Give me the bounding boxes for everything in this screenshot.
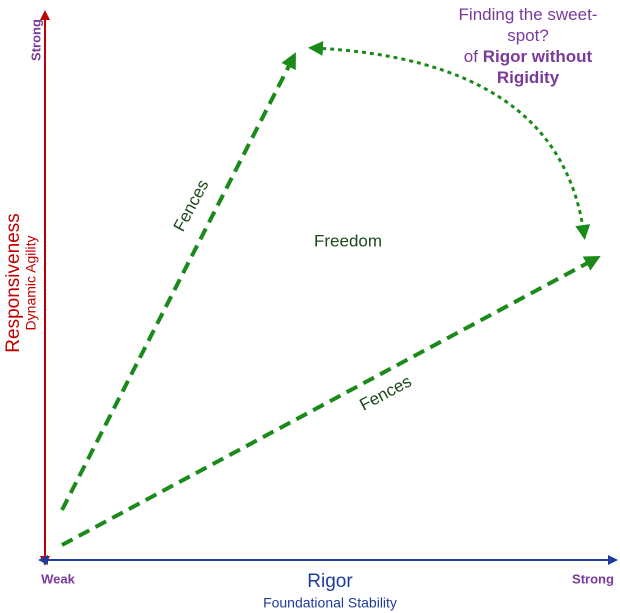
y-subtitle: Dynamic Agility xyxy=(23,236,39,331)
x-title: Rigor xyxy=(307,571,353,592)
lower-fence-arrow xyxy=(61,255,601,547)
upper-fence-label: Fences xyxy=(170,176,213,234)
x-subtitle: Foundational Stability xyxy=(263,595,397,611)
y-end-label: Strong xyxy=(28,19,43,61)
freedom-label: Freedom xyxy=(314,231,382,250)
annotation-question: Finding the sweet-spot? xyxy=(458,5,598,45)
lower-fence-label: Fences xyxy=(356,372,414,415)
annotation-emphasis: Rigor without Rigidity xyxy=(482,47,593,87)
x-end-label: Strong xyxy=(572,571,614,586)
x-start-label: Weak xyxy=(41,571,75,586)
annotation: Finding the sweet-spot? of Rigor without… xyxy=(440,4,616,88)
sweet-spot-arc xyxy=(308,40,591,240)
y-title: Responsiveness xyxy=(3,213,24,352)
annotation-prefix: of xyxy=(463,47,478,66)
upper-fence-arrow xyxy=(60,52,296,511)
